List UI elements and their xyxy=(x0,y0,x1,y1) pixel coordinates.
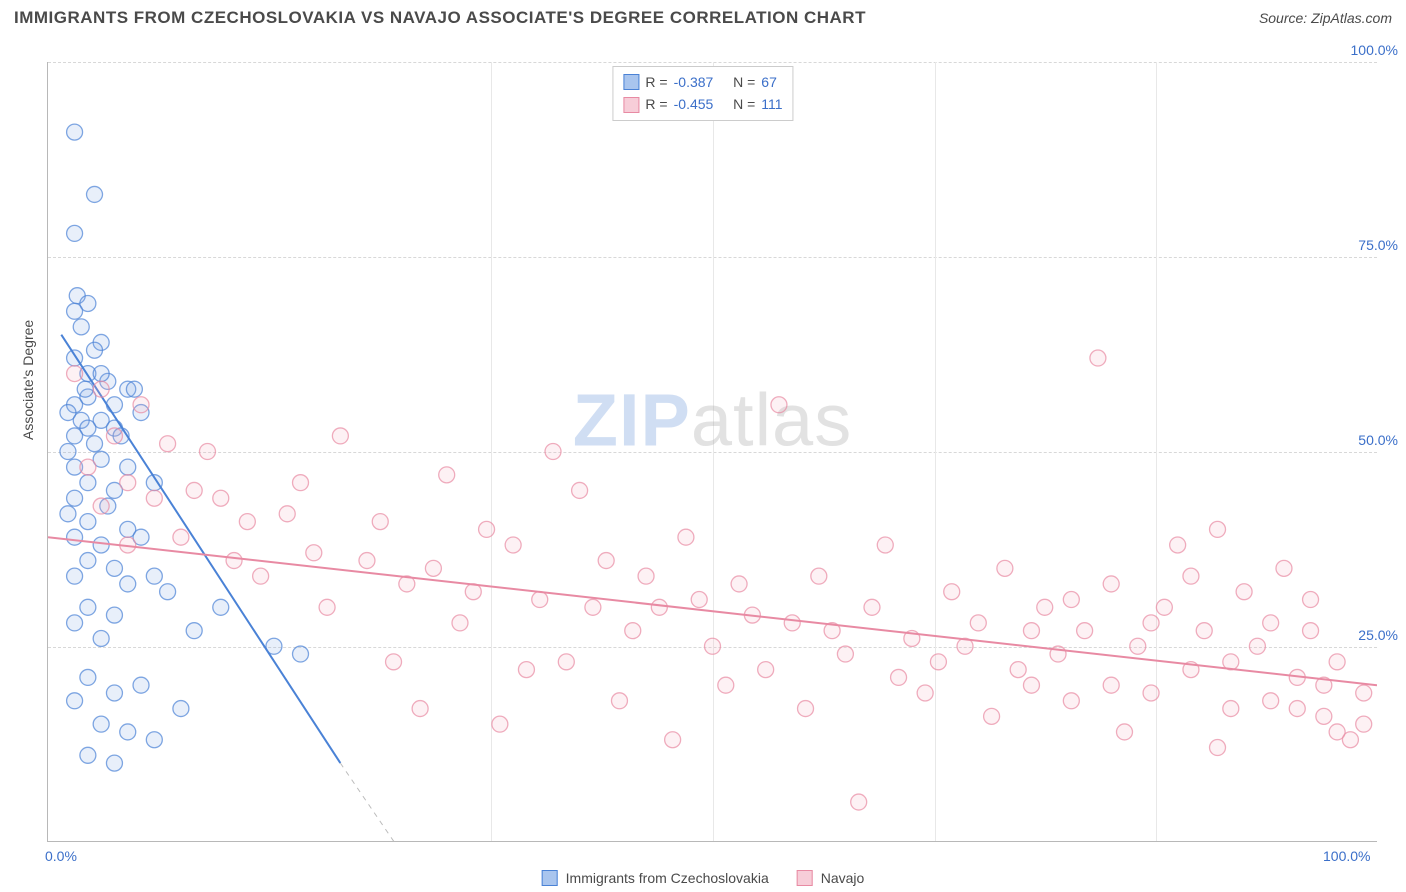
swatch-czech-icon xyxy=(623,74,639,90)
source-link[interactable]: ZipAtlas.com xyxy=(1311,10,1392,26)
x-tick-label: 100.0% xyxy=(1323,848,1370,864)
n-value-1: 111 xyxy=(761,93,782,115)
swatch-czech-icon xyxy=(542,870,558,886)
n-label-1: N = xyxy=(733,93,755,115)
r-label-0: R = xyxy=(645,71,667,93)
n-value-0: 67 xyxy=(761,71,777,93)
plot-area: ZIPatlas xyxy=(47,62,1377,842)
legend-label-navajo: Navajo xyxy=(821,870,865,886)
chart-title: IMMIGRANTS FROM CZECHOSLOVAKIA VS NAVAJO… xyxy=(14,8,866,28)
y-axis-label: Associate's Degree xyxy=(20,320,36,440)
r-label-1: R = xyxy=(645,93,667,115)
r-value-0: -0.387 xyxy=(674,71,714,93)
source-label: Source: xyxy=(1259,10,1311,26)
source-attribution: Source: ZipAtlas.com xyxy=(1259,10,1392,26)
legend-label-czech: Immigrants from Czechoslovakia xyxy=(566,870,769,886)
legend-item-navajo: Navajo xyxy=(797,870,865,886)
n-label-0: N = xyxy=(733,71,755,93)
stats-row-1: R = -0.455 N = 111 xyxy=(623,93,782,115)
swatch-navajo-icon xyxy=(623,97,639,113)
y-tick-label: 100.0% xyxy=(1351,42,1398,58)
legend-item-czech: Immigrants from Czechoslovakia xyxy=(542,870,769,886)
stats-row-0: R = -0.387 N = 67 xyxy=(623,71,782,93)
scatter-svg xyxy=(48,62,1377,841)
series-legend: Immigrants from Czechoslovakia Navajo xyxy=(542,870,865,886)
chart-header: IMMIGRANTS FROM CZECHOSLOVAKIA VS NAVAJO… xyxy=(0,0,1406,34)
stats-legend: R = -0.387 N = 67 R = -0.455 N = 111 xyxy=(612,66,793,121)
r-value-1: -0.455 xyxy=(674,93,714,115)
swatch-navajo-icon xyxy=(797,870,813,886)
x-tick-label: 0.0% xyxy=(45,848,77,864)
